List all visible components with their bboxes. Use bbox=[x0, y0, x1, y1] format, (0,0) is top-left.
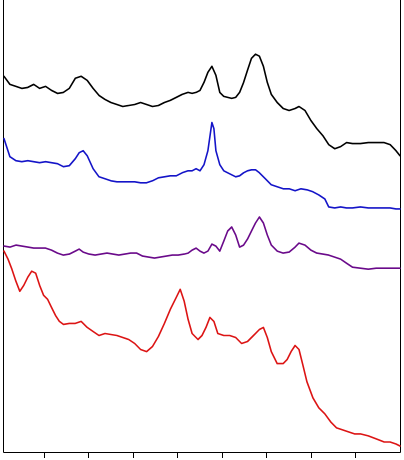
series-layer bbox=[3, 53, 401, 447]
series-line-4 bbox=[3, 250, 401, 447]
series-line-3 bbox=[3, 216, 401, 271]
series-line-1 bbox=[3, 53, 401, 157]
series-line-2 bbox=[3, 121, 401, 210]
x-axis-ticks bbox=[44, 452, 356, 458]
plot-frame bbox=[3, 0, 401, 453]
